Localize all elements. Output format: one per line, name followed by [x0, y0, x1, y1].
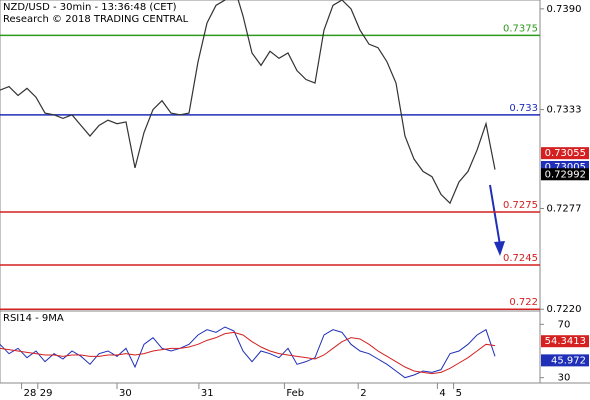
data-line [0, 331, 496, 375]
y-tick-label: 30 [558, 373, 571, 384]
rsi-panel [0, 310, 541, 384]
y-tick-label: 0.7390 [547, 4, 582, 15]
price-tag-label: 54.3413 [545, 336, 586, 347]
level-label: 0.7245 [503, 253, 538, 264]
price-tag-label: 0.73055 [545, 148, 586, 159]
x-tick-label: 30 [119, 388, 132, 399]
forecast-arrowhead [494, 241, 505, 256]
x-tick-label: 28 [24, 388, 37, 399]
x-tick-label: 5 [456, 388, 462, 399]
chart-title: NZD/USD - 30min - 13:36:48 (CET) [3, 2, 177, 13]
data-line [0, 326, 496, 379]
y-tick-label: 70 [558, 319, 571, 330]
y-tick-label: 0.7277 [547, 204, 582, 215]
level-label: 0.7275 [503, 200, 538, 211]
price-tag-label: 0.73005 [545, 162, 586, 173]
price-tag [541, 335, 589, 348]
y-tick-label: 0.7220 [547, 304, 582, 315]
price-tag-label: 45.972 [551, 355, 586, 366]
x-tick-label: Feb [286, 388, 304, 399]
y-tick-label: 0.7333 [547, 105, 582, 116]
price-tag [541, 147, 589, 160]
level-label: 0.7375 [503, 23, 538, 34]
x-tick-label: 31 [201, 388, 214, 399]
x-tick-label: 4 [439, 388, 445, 399]
x-tick-label: 29 [40, 388, 53, 399]
price-tag [541, 354, 589, 367]
chart-subtitle: Research © 2018 TRADING CENTRAL [3, 14, 189, 25]
price-tag-label: 0.72992 [545, 169, 586, 180]
data-line [0, 0, 496, 205]
forecast-arrow [489, 184, 501, 246]
x-tick-label: 2 [360, 388, 366, 399]
price-tag [541, 168, 589, 181]
level-label: 0.733 [509, 103, 538, 114]
rsi-title: RSI14 - 9MA [3, 313, 64, 324]
level-label: 0.722 [509, 297, 538, 308]
